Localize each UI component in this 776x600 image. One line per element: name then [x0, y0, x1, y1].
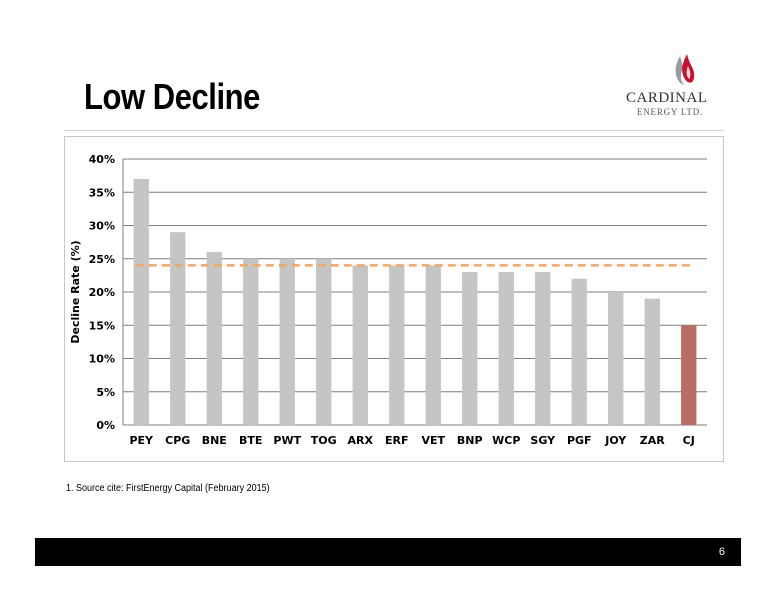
y-tick-label: 0%	[96, 419, 115, 432]
y-tick-label: 20%	[89, 286, 115, 299]
x-tick-label: SGY	[530, 434, 556, 447]
y-axis-label: Decline Rate (%)	[69, 240, 82, 343]
bar-tog	[316, 258, 332, 425]
cardinal-logo: CARDINAL ENERGY LTD.	[626, 52, 708, 126]
y-tick-label: 30%	[89, 220, 115, 233]
y-tick-label: 35%	[89, 186, 115, 199]
slide-title: Low Decline	[84, 76, 260, 117]
bar-bte	[243, 258, 259, 425]
bar-joy	[608, 292, 624, 425]
bar-cj	[681, 325, 697, 425]
bar-zar	[644, 298, 660, 425]
x-tick-label: BNP	[457, 434, 483, 447]
x-tick-label: ZAR	[640, 434, 665, 447]
x-tick-label: ARX	[348, 434, 374, 447]
title-divider	[64, 130, 724, 131]
x-tick-label: VET	[421, 434, 445, 447]
bar-bne	[206, 252, 222, 425]
y-tick-label: 10%	[89, 353, 115, 366]
chart-frame: 0% 5% 10% 15% 20% 25% 30% 35% 40% PEY CPG BNE BTE PWT…	[64, 136, 724, 462]
x-tick-label: PGF	[567, 434, 592, 447]
bar-pwt	[279, 258, 295, 425]
x-tick-label: PEY	[129, 434, 154, 447]
bar-layer	[133, 178, 697, 425]
bar-pgf	[571, 278, 587, 425]
x-tick-label: JOY	[604, 434, 627, 447]
x-tick-label: WCP	[492, 434, 520, 447]
y-tick-label: 15%	[89, 319, 115, 332]
bar-wcp	[498, 272, 514, 425]
label-layer: 0% 5% 10% 15% 20% 25% 30% 35% 40% PEY CPG BNE BTE PWT…	[69, 153, 695, 447]
x-tick-label: ERF	[385, 434, 409, 447]
source-note: 1. Source cite: FirstEnergy Capital (Feb…	[66, 483, 270, 494]
bar-pey	[133, 178, 149, 425]
bar-vet	[425, 265, 441, 425]
x-tick-label: CJ	[683, 434, 695, 447]
logo-subtitle: ENERGY LTD.	[636, 107, 704, 117]
x-tick-label: CPG	[165, 434, 190, 447]
logo-name: CARDINAL	[626, 90, 708, 106]
y-tick-label: 40%	[89, 153, 115, 166]
flame-icon	[675, 54, 695, 85]
bar-sgy	[535, 272, 551, 425]
bar-arx	[352, 265, 368, 425]
y-tick-label: 5%	[96, 386, 115, 399]
x-tick-label: BNE	[202, 434, 227, 447]
bar-bnp	[462, 272, 478, 425]
footer-bar: 6	[35, 538, 741, 566]
bar-cpg	[170, 232, 186, 425]
page-number: 6	[718, 546, 725, 558]
decline-rate-chart: 0% 5% 10% 15% 20% 25% 30% 35% 40% PEY CPG BNE BTE PWT…	[69, 153, 707, 447]
x-tick-label: PWT	[273, 434, 301, 447]
y-tick-label: 25%	[89, 253, 115, 266]
bar-erf	[389, 265, 405, 425]
x-tick-label: TOG	[311, 434, 337, 447]
x-tick-label: BTE	[239, 434, 262, 447]
